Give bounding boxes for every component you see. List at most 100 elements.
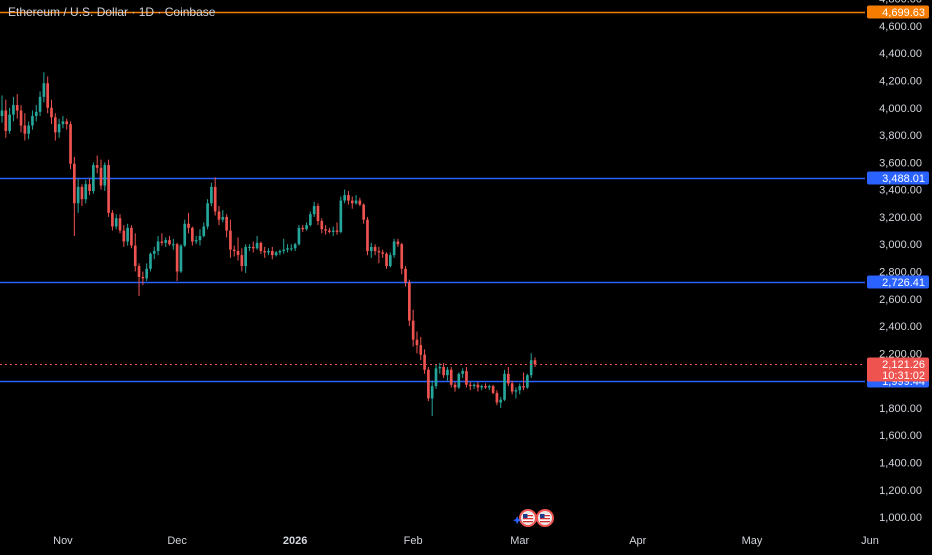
candle bbox=[362, 203, 365, 224]
us-flag-icon[interactable] bbox=[536, 509, 554, 527]
candle bbox=[449, 367, 453, 388]
candle-body bbox=[408, 282, 411, 321]
candle-body bbox=[446, 369, 449, 376]
candle bbox=[15, 94, 19, 119]
candle bbox=[149, 252, 152, 272]
candle-body bbox=[480, 386, 484, 388]
candle-body bbox=[461, 371, 464, 374]
candle bbox=[274, 251, 278, 257]
candle bbox=[457, 372, 461, 389]
candle bbox=[328, 227, 331, 234]
candle-body bbox=[396, 241, 400, 245]
candle bbox=[518, 383, 522, 395]
candle bbox=[507, 367, 510, 387]
candle bbox=[350, 196, 354, 209]
candle bbox=[495, 390, 499, 406]
candle-body bbox=[149, 253, 152, 269]
candle bbox=[388, 252, 392, 268]
time-tick-label: Jun bbox=[861, 535, 879, 547]
candle-body bbox=[442, 367, 445, 376]
candle bbox=[251, 241, 255, 253]
candle-body bbox=[369, 246, 373, 252]
price-tick-label: 1,600.00 bbox=[879, 430, 922, 442]
candle bbox=[377, 246, 381, 264]
candle bbox=[187, 212, 190, 234]
candle bbox=[141, 271, 145, 286]
candle-body bbox=[449, 369, 453, 385]
last-price-badge bbox=[867, 357, 929, 382]
candle-body bbox=[484, 386, 487, 388]
candle-body bbox=[278, 251, 282, 253]
candle bbox=[472, 383, 476, 389]
candle bbox=[358, 197, 362, 207]
candle-body bbox=[217, 211, 221, 220]
price-tick-label: 3,400.00 bbox=[879, 185, 922, 197]
price-axis[interactable]: 1,000.00 1,200.00 1,400.00 1,600.00 1,800.00… bbox=[879, 0, 922, 524]
candle-body bbox=[533, 360, 537, 365]
star-icon[interactable] bbox=[513, 516, 522, 525]
candle bbox=[484, 383, 487, 389]
candle bbox=[442, 362, 445, 378]
candle bbox=[312, 201, 316, 217]
candle-body bbox=[259, 242, 263, 252]
candle-body bbox=[179, 245, 183, 272]
us-flag-icon[interactable] bbox=[519, 509, 537, 527]
candle-body bbox=[152, 251, 156, 254]
candle-body bbox=[126, 227, 129, 242]
candle bbox=[419, 336, 423, 361]
candle-body bbox=[76, 186, 80, 204]
candle-body bbox=[46, 83, 50, 108]
candle bbox=[491, 384, 495, 395]
candle-body bbox=[423, 354, 426, 370]
candle-body bbox=[286, 248, 289, 250]
candle-body bbox=[335, 230, 339, 232]
axis-badges-layer: 4,699.633,488.012,726.411,999.442,121.26… bbox=[867, 5, 929, 388]
candle-body bbox=[133, 245, 137, 267]
candle bbox=[255, 236, 259, 250]
hline-badge bbox=[867, 275, 929, 289]
candle bbox=[221, 210, 225, 223]
candle bbox=[453, 382, 457, 392]
price-tick-label: 4,000.00 bbox=[879, 103, 922, 115]
candle bbox=[480, 384, 484, 391]
flag-stripe bbox=[523, 518, 533, 520]
candle-body bbox=[381, 252, 385, 254]
candle bbox=[396, 238, 400, 247]
candle bbox=[27, 121, 30, 140]
candle-body bbox=[518, 386, 522, 391]
candle bbox=[46, 76, 50, 114]
candle-body bbox=[343, 195, 346, 201]
candle-body bbox=[347, 195, 350, 201]
candle-body bbox=[373, 246, 377, 252]
candle-body bbox=[290, 248, 293, 250]
candle-body bbox=[38, 96, 42, 112]
candle-body bbox=[248, 246, 251, 248]
candle bbox=[198, 229, 202, 246]
candle bbox=[385, 252, 388, 269]
candle bbox=[278, 249, 282, 256]
candle-body bbox=[175, 244, 179, 272]
title-separator: · bbox=[128, 5, 139, 19]
candle-body bbox=[19, 110, 23, 126]
candle-body bbox=[312, 206, 316, 215]
candle bbox=[411, 309, 415, 347]
time-axis[interactable]: Nov Dec 2026 Feb Mar Apr May Jun bbox=[53, 535, 879, 547]
candle bbox=[179, 244, 183, 273]
candle-body bbox=[4, 110, 8, 131]
candle bbox=[316, 203, 320, 226]
candle-body bbox=[160, 241, 164, 243]
candle-body bbox=[221, 216, 225, 220]
candle-body bbox=[183, 223, 187, 246]
candle bbox=[499, 397, 503, 408]
candle-body bbox=[491, 386, 495, 393]
events-layer[interactable] bbox=[513, 509, 554, 527]
candle bbox=[461, 368, 464, 378]
candle-body bbox=[229, 230, 232, 250]
price-tick-label: 2,400.00 bbox=[879, 321, 922, 333]
candle-body bbox=[65, 121, 69, 125]
candle-body bbox=[324, 229, 327, 231]
candle bbox=[309, 211, 312, 227]
candle bbox=[465, 367, 468, 388]
